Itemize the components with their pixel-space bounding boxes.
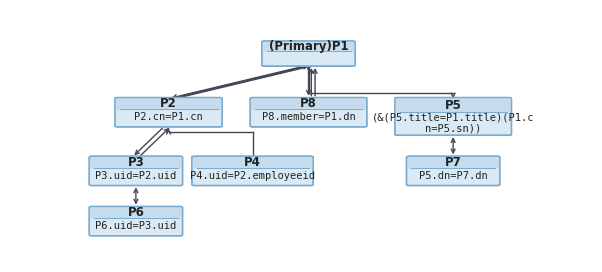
- FancyBboxPatch shape: [250, 98, 367, 127]
- Text: P6.uid=P3.uid: P6.uid=P3.uid: [95, 221, 176, 231]
- FancyBboxPatch shape: [115, 98, 222, 127]
- Text: P4.uid=P2.employeeid: P4.uid=P2.employeeid: [190, 171, 315, 181]
- FancyBboxPatch shape: [89, 156, 182, 186]
- Text: P8.member=P1.dn: P8.member=P1.dn: [262, 112, 355, 122]
- FancyBboxPatch shape: [89, 206, 182, 236]
- FancyBboxPatch shape: [395, 98, 512, 113]
- FancyBboxPatch shape: [262, 41, 355, 52]
- Text: P3.uid=P2.uid: P3.uid=P2.uid: [95, 171, 176, 181]
- FancyBboxPatch shape: [89, 156, 182, 169]
- Text: P8: P8: [300, 97, 317, 110]
- FancyBboxPatch shape: [395, 98, 512, 135]
- FancyBboxPatch shape: [262, 41, 355, 66]
- Text: (&(P5.title=P1.title)(P1.c
n=P5.sn)): (&(P5.title=P1.title)(P1.c n=P5.sn)): [372, 112, 535, 134]
- Text: P3: P3: [128, 156, 144, 169]
- Text: P7: P7: [445, 156, 462, 169]
- FancyBboxPatch shape: [192, 156, 313, 186]
- Text: P4: P4: [244, 156, 261, 169]
- Text: (Primary)P1: (Primary)P1: [268, 40, 349, 53]
- FancyBboxPatch shape: [89, 206, 182, 219]
- Text: P2: P2: [160, 97, 177, 110]
- FancyBboxPatch shape: [192, 156, 313, 169]
- FancyBboxPatch shape: [250, 98, 367, 110]
- FancyBboxPatch shape: [406, 156, 500, 186]
- Text: P5: P5: [445, 99, 462, 112]
- Text: P6: P6: [128, 206, 144, 219]
- FancyBboxPatch shape: [406, 156, 500, 169]
- Text: P5.dn=P7.dn: P5.dn=P7.dn: [419, 171, 488, 181]
- FancyBboxPatch shape: [115, 98, 222, 110]
- Text: P2.cn=P1.cn: P2.cn=P1.cn: [134, 112, 203, 122]
